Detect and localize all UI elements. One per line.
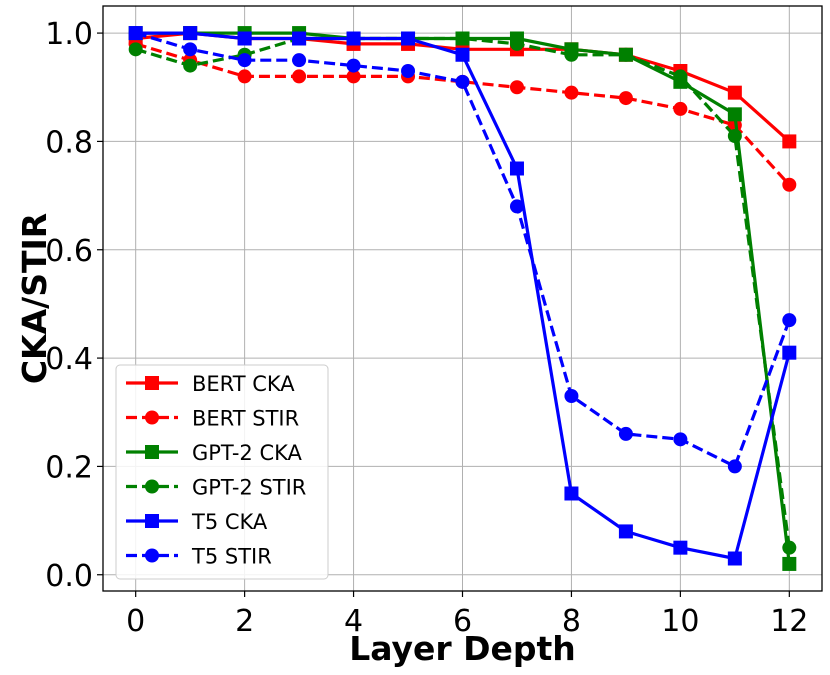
data-point-t5-stir [618, 426, 633, 441]
y-tick-label: 0.0 [45, 559, 93, 594]
data-point-t5-stir [564, 389, 579, 403]
data-point-gpt-2-stir [782, 540, 797, 555]
x-axis-title: Layer Depth [349, 629, 576, 668]
legend-marker [145, 445, 159, 459]
data-point-gpt-2-stir [727, 129, 742, 143]
y-tick-label: 0.8 [45, 125, 93, 160]
legend-label: T5 CKA [191, 510, 268, 534]
x-tick-label: 2 [235, 604, 254, 639]
data-point-t5-stir [401, 64, 416, 78]
data-point-t5-cka [455, 47, 470, 62]
data-point-gpt-2-stir [509, 36, 524, 51]
legend-entry-bert-stir: BERT STIR [126, 407, 299, 431]
data-point-t5-cka [346, 31, 361, 46]
data-point-gpt-2-stir [455, 31, 470, 46]
data-point-t5-stir [183, 42, 198, 57]
data-point-t5-cka [782, 345, 797, 360]
x-tick-label: 0 [126, 604, 145, 639]
y-tick-label: 1.0 [45, 17, 93, 52]
legend-entry-t5-cka: T5 CKA [126, 510, 268, 534]
y-tick-label: 0.6 [45, 234, 93, 269]
data-point-t5-stir [727, 459, 742, 474]
y-axis-title: CKA/STIR [15, 213, 54, 384]
legend-marker [145, 376, 159, 390]
legend-marker [145, 410, 159, 425]
data-point-bert-stir [346, 69, 361, 84]
data-point-t5-stir [346, 58, 361, 73]
y-tick-label: 0.2 [45, 450, 93, 485]
data-point-gpt-2-stir [564, 47, 579, 62]
series-t5-stir [128, 26, 797, 474]
data-point-bert-cka [782, 134, 797, 149]
data-point-t5-stir [292, 53, 307, 68]
x-tick-label: 6 [453, 604, 472, 639]
legend-label: GPT-2 CKA [192, 441, 303, 465]
legend-label: T5 STIR [191, 545, 272, 569]
x-tick-label: 12 [770, 604, 808, 639]
data-point-t5-cka [183, 26, 198, 41]
data-point-t5-stir [509, 199, 524, 214]
data-point-t5-cka [618, 524, 633, 539]
legend-entry-gpt-2-stir: GPT-2 STIR [126, 476, 306, 500]
data-point-gpt-2-cka [782, 556, 797, 571]
data-point-t5-cka [564, 486, 579, 501]
data-point-gpt-2-stir [183, 58, 198, 73]
data-point-t5-cka [237, 31, 252, 46]
data-point-bert-stir [292, 69, 307, 84]
data-point-gpt-2-stir [618, 47, 633, 62]
data-point-bert-stir [237, 69, 252, 84]
data-point-t5-stir [237, 53, 252, 68]
x-tick-label: 10 [661, 604, 699, 639]
legend-entry-gpt-2-cka: GPT-2 CKA [126, 441, 303, 465]
x-tick-label: 8 [562, 604, 581, 639]
legend-label: BERT CKA [192, 372, 295, 396]
data-point-bert-stir [564, 85, 579, 100]
data-point-t5-stir [455, 74, 470, 89]
legend-entry-bert-cka: BERT CKA [126, 372, 295, 396]
data-point-bert-cka [727, 85, 742, 100]
series-lines [128, 26, 797, 571]
legend: BERT CKA BERT STIR GPT-2 CKA GPT-2 STIR T5 C… [115, 364, 329, 580]
series-t5-cka [128, 26, 797, 566]
data-point-gpt-2-stir [128, 42, 143, 57]
data-point-bert-stir [782, 177, 797, 192]
data-point-bert-stir [509, 80, 524, 95]
data-point-t5-cka [401, 31, 416, 46]
axis-ticks: 0 2 4 6 8 10 12 0.0 0.2 0.4 0.6 0.8 1.0 [45, 17, 808, 639]
data-point-t5-cka [292, 31, 307, 46]
data-point-bert-stir [673, 101, 688, 116]
data-point-gpt-2-stir [673, 69, 688, 84]
legend-entry-t5-stir: T5 STIR [126, 545, 272, 569]
data-point-t5-stir [782, 313, 797, 328]
legend-marker [145, 514, 159, 528]
legend-marker [145, 479, 159, 494]
data-point-t5-stir [128, 26, 143, 41]
y-tick-label: 0.4 [45, 342, 93, 377]
data-point-t5-cka [509, 161, 524, 176]
data-point-t5-cka [727, 551, 742, 566]
data-point-t5-cka [673, 540, 688, 555]
legend-marker [145, 548, 159, 563]
data-point-gpt-2-cka [727, 107, 742, 122]
legend-label: GPT-2 STIR [192, 476, 306, 500]
legend-label: BERT STIR [192, 407, 299, 431]
data-point-bert-stir [618, 91, 633, 106]
data-point-t5-stir [673, 432, 688, 447]
x-tick-label: 4 [344, 604, 363, 639]
